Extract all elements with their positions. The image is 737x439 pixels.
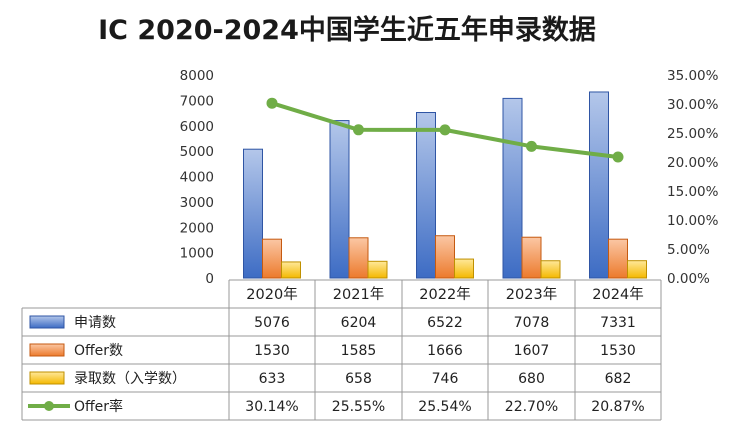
legend-swatch: [29, 371, 65, 385]
bar-enrolled: [367, 260, 388, 279]
table-cell: 658: [345, 371, 372, 387]
table-cell: 1666: [427, 343, 463, 359]
left-tick-label: 8000: [180, 68, 214, 84]
table-cell: 6204: [341, 315, 377, 331]
legend-swatch: [29, 315, 65, 329]
table-cell: 682: [605, 371, 632, 387]
bar-enrolled: [281, 261, 301, 279]
offer-rate-point: [439, 124, 451, 136]
table-cell: 746: [432, 371, 459, 387]
series-label: Offer率: [74, 398, 123, 415]
bar-applications: [416, 112, 436, 279]
bar-offers: [435, 235, 455, 279]
category-label: 2024年: [592, 286, 643, 303]
right-tick-label: 15.00%: [667, 184, 719, 200]
left-tick-label: 3000: [180, 195, 214, 211]
left-axis: 0 1000 2000 3000 4000 5000 6000 7000 8000: [180, 68, 214, 287]
right-tick-label: 20.00%: [667, 155, 719, 171]
bar-enrolled: [454, 258, 474, 279]
left-tick-label: 7000: [180, 93, 214, 109]
category-label: 2020年: [246, 286, 297, 303]
bar-enrolled: [627, 260, 647, 279]
right-tick-label: 5.00%: [667, 242, 710, 258]
table-cell: 1530: [600, 343, 636, 359]
table-cell: 680: [518, 371, 545, 387]
table-cell: 6522: [427, 315, 463, 331]
table-cell: 5076: [254, 315, 290, 331]
right-axis: 0.00% 5.00% 10.00% 15.00% 20.00% 25.00% 30.00%…: [667, 68, 719, 287]
legend-marker: [44, 401, 54, 411]
bar-applications: [329, 120, 350, 279]
table-cell: 7331: [600, 315, 636, 331]
table-cell: 633: [259, 371, 286, 387]
left-tick-label: 5000: [180, 144, 214, 160]
offer-rate-line: [266, 97, 624, 163]
series-label: 录取数（入学数）: [74, 371, 186, 387]
bar-applications: [589, 91, 609, 279]
table-cell: 22.70%: [505, 399, 558, 415]
category-label: 2022年: [419, 286, 470, 303]
left-tick-label: 0: [205, 271, 214, 287]
bar-offers: [608, 238, 628, 279]
bar-enrolled: [540, 260, 561, 279]
category-label: 2023年: [506, 286, 557, 303]
category-label: 2021年: [333, 286, 384, 303]
bar-applications: [502, 97, 523, 279]
bar-offers: [521, 236, 542, 279]
right-tick-label: 10.00%: [667, 213, 719, 229]
table-cell: 7078: [514, 315, 550, 331]
bars: [243, 91, 647, 279]
left-tick-label: 6000: [180, 119, 214, 135]
legend-swatch: [29, 343, 65, 357]
table-cell: 1530: [254, 343, 290, 359]
table-cell: 25.55%: [332, 399, 385, 415]
right-tick-label: 0.00%: [667, 271, 710, 287]
left-tick-label: 4000: [180, 170, 214, 186]
table-cell: 25.54%: [418, 399, 471, 415]
series-label: Offer数: [74, 343, 123, 359]
right-tick-label: 25.00%: [667, 126, 719, 142]
chart-title: IC 2020-2024中国学生近五年申录数据: [98, 14, 596, 46]
offer-rate-point: [612, 151, 624, 163]
right-tick-label: 30.00%: [667, 97, 719, 113]
bar-offers: [262, 238, 282, 279]
offer-rate-point: [526, 140, 537, 152]
left-tick-label: 2000: [180, 220, 214, 236]
left-tick-label: 1000: [180, 246, 214, 262]
offer-rate-point: [353, 124, 364, 136]
table-cell: 1585: [341, 343, 377, 359]
right-tick-label: 35.00%: [667, 68, 719, 84]
table-cell: 20.87%: [591, 399, 644, 415]
series-label: 申请数: [74, 315, 116, 331]
table-cell: 30.14%: [245, 399, 298, 415]
bar-applications: [243, 148, 263, 279]
table-cell: 1607: [514, 343, 550, 359]
offer-rate-point: [266, 97, 278, 109]
bar-offers: [348, 237, 369, 279]
